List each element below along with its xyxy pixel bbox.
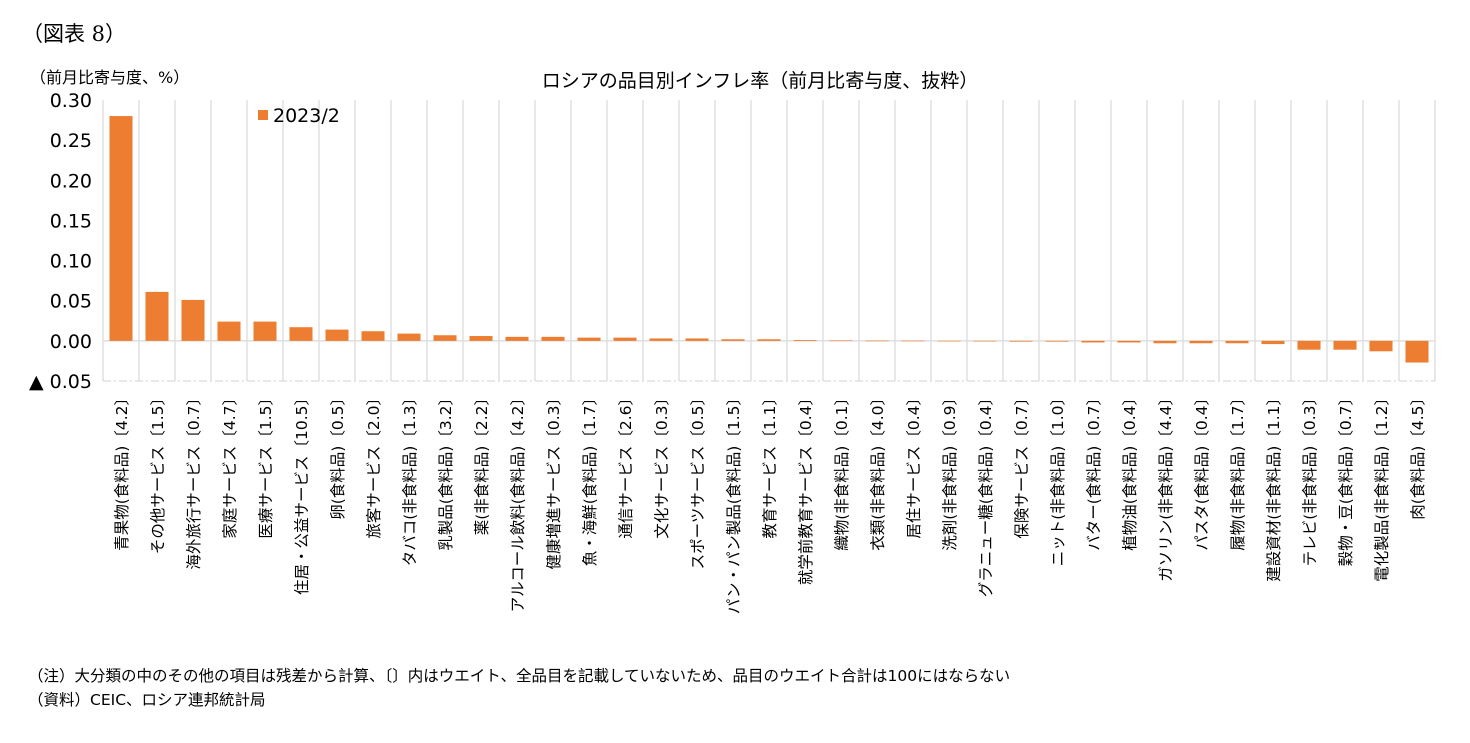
x-tick-label: 保険サービス〔0.7〕 <box>1013 390 1031 539</box>
chart-title: ロシアの品目別インフレ率（前月比寄与度、抜粋） <box>541 70 979 92</box>
bar <box>865 340 889 342</box>
bar <box>109 116 133 341</box>
x-tick-label: 衣類(非食料品)〔4.0〕 <box>869 390 887 551</box>
bar <box>1045 340 1069 342</box>
x-tick-label: 薬(非食料品)〔2.2〕 <box>473 390 491 535</box>
bar <box>541 336 565 341</box>
y-tick-label: 0.00 <box>50 331 92 353</box>
figure-label: （図表 8） <box>22 22 127 46</box>
legend-label: 2023/2 <box>273 105 340 127</box>
bar <box>937 340 961 342</box>
bar <box>973 340 997 342</box>
note-text: （注）大分類の中のその他の項目は残差から計算、〔〕内はウエイト、全品目を記載して… <box>28 667 1011 685</box>
x-tick-label: 家庭サービス〔4.7〕 <box>221 390 239 539</box>
x-tick-label: アルコール飲料(食料品)〔4.2〕 <box>509 390 527 612</box>
bar <box>253 321 277 341</box>
x-tick-label: ニット(非食料品)〔1.0〕 <box>1049 390 1067 566</box>
x-tick-label: 魚・海鮮(食料品)〔1.7〕 <box>581 390 599 566</box>
bar <box>1333 340 1357 350</box>
bar <box>1297 340 1321 350</box>
x-tick-label: 住居・公益サービス〔10.5〕 <box>293 390 311 595</box>
x-tick-label: 乳製品(食料品)〔3.2〕 <box>437 390 455 551</box>
x-tick-label: パスタ(食料品)〔0.4〕 <box>1193 390 1211 551</box>
bar <box>1369 340 1393 352</box>
bar <box>397 333 421 341</box>
bar <box>1009 340 1033 342</box>
bar <box>361 331 385 341</box>
bar <box>829 340 853 342</box>
x-tick-label: 建設資材(非食料品)〔1.1〕 <box>1265 390 1283 582</box>
x-tick-label: スポーツサービス〔0.5〕 <box>689 390 707 569</box>
y-tick-label: 0.05 <box>50 291 92 313</box>
x-tick-label: テレビ(非食料品)〔0.3〕 <box>1301 390 1319 566</box>
source-text: （資料）CEIC、ロシア連邦統計局 <box>28 691 266 709</box>
x-tick-label: 卵(食料品)〔0.5〕 <box>329 390 347 520</box>
x-tick-label: 履物(非食料品)〔1.7〕 <box>1229 390 1247 551</box>
x-tick-label: 織物(非食料品)〔0.1〕 <box>833 390 851 551</box>
y-tick-label: ▲ 0.05 <box>29 371 92 393</box>
y-tick-label: 0.30 <box>50 90 92 112</box>
bar <box>649 338 673 341</box>
x-tick-label: 教育サービス〔1.1〕 <box>761 390 779 539</box>
bar <box>1189 340 1213 344</box>
bar <box>469 336 493 341</box>
bar <box>577 337 601 341</box>
bar <box>1405 340 1429 363</box>
bar <box>721 339 745 341</box>
bar <box>325 329 349 341</box>
x-tick-label: 健康増進サービス〔0.3〕 <box>545 390 563 570</box>
bar <box>433 335 457 341</box>
x-tick-label: 就学前教育サービス〔0.4〕 <box>797 390 815 585</box>
x-tick-label: 旅客サービス〔2.0〕 <box>365 390 383 539</box>
x-tick-label: バター(食料品)〔0.7〕 <box>1085 390 1103 551</box>
x-tick-label: 海外旅行サービス〔0.7〕 <box>185 390 203 570</box>
bar <box>685 338 709 341</box>
x-tick-label: 植物油(食料品)〔0.4〕 <box>1121 390 1139 551</box>
y-tick-label: 0.10 <box>50 251 92 273</box>
x-tick-label: 青果物(食料品)〔4.2〕 <box>113 390 131 551</box>
bar <box>613 337 637 341</box>
x-tick-label: その他サービス〔1.5〕 <box>149 390 167 554</box>
x-tick-label: 医療サービス〔1.5〕 <box>257 390 275 539</box>
bar <box>1225 340 1249 344</box>
y-tick-label: 0.20 <box>50 170 92 192</box>
x-tick-label: パン・パン製品(食料品)〔1.5〕 <box>725 390 743 614</box>
bar <box>1081 340 1105 343</box>
x-tick-label: 居住サービス〔0.4〕 <box>905 390 923 539</box>
bar <box>901 340 925 342</box>
bar <box>145 291 169 341</box>
bar <box>505 336 529 341</box>
bar <box>217 321 241 341</box>
x-tick-label: 穀物・豆(食料品)〔0.7〕 <box>1337 390 1355 566</box>
x-tick-label: タバコ(非食料品)〔1.3〕 <box>401 390 419 566</box>
x-tick-label: 洗剤(非食料品)〔0.9〕 <box>941 390 959 551</box>
x-tick-label: 肉(食料品)〔4.5〕 <box>1409 390 1427 520</box>
bar <box>289 327 313 341</box>
y-tick-label: 0.25 <box>50 130 92 152</box>
x-tick-label: 文化サービス〔0.3〕 <box>653 390 671 539</box>
x-tick-label: 電化製品(非食料品)〔1.2〕 <box>1373 390 1391 582</box>
bar <box>757 339 781 341</box>
x-tick-label: ガソリン(非食料品)〔4.4〕 <box>1157 390 1175 582</box>
bar <box>1261 340 1285 345</box>
bar <box>181 299 205 341</box>
bar <box>793 340 817 341</box>
x-tick-label: グラニュー糖(食料品)〔0.4〕 <box>977 390 995 597</box>
y-tick-label: 0.15 <box>50 210 92 232</box>
legend-swatch <box>258 110 268 120</box>
bar <box>1117 340 1141 343</box>
bar <box>1153 340 1177 344</box>
x-tick-label: 通信サービス〔2.6〕 <box>617 390 635 539</box>
y-axis-label: （前月比寄与度、%） <box>30 68 190 87</box>
